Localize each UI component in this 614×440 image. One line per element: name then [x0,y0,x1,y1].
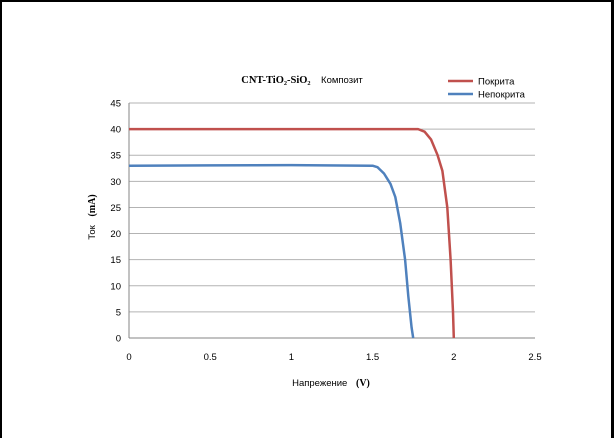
y-tick-label: 25 [110,203,121,214]
y-tick-label: 10 [110,281,121,292]
y-axis-label-text: Ток [87,224,98,239]
y-tick-label: 35 [110,151,121,162]
chart-title-sub: Композит [321,75,363,86]
x-tick-label: 0 [126,352,131,363]
y-tick-label: 30 [110,177,121,188]
x-axis-label-text: Напрежение [292,378,347,389]
axes: 0 5 10 15 20 25 30 35 40 45 0 0.5 1 1.5 2 2.5 [110,99,541,364]
x-axis-label-unit: (V) [356,378,370,389]
chart-title-main: CNT-TiO₂-SiO₂ [241,75,310,86]
y-tick-label: 40 [110,125,121,136]
y-tick-label: 45 [110,99,121,110]
y-axis-label-unit: (mA) [87,194,98,216]
x-axis-label: Напрежение (V) [292,378,370,389]
chart-title: CNT-TiO₂-SiO₂ Композит [241,70,363,87]
x-tick-label: 2 [451,352,456,363]
legend-label: Непокрита [478,90,526,101]
x-tick-label: 2.5 [528,352,541,363]
legend-label: Покрита [478,77,515,88]
y-tick-label: 0 [116,334,121,345]
y-tick-label: 15 [110,255,121,266]
data-series [128,127,456,339]
series-line-uncoated [128,163,415,339]
x-tick-label: 1 [289,352,294,363]
gridlines [129,102,535,339]
y-tick-label: 20 [110,229,121,240]
legend: Покрита Непокрита [448,77,526,101]
x-tick-label: 0.5 [204,352,217,363]
x-tick-label: 1.5 [366,352,379,363]
series-line-coated [129,127,456,339]
y-axis-label: Ток (mA) [87,194,98,239]
y-tick-label: 5 [116,307,121,318]
